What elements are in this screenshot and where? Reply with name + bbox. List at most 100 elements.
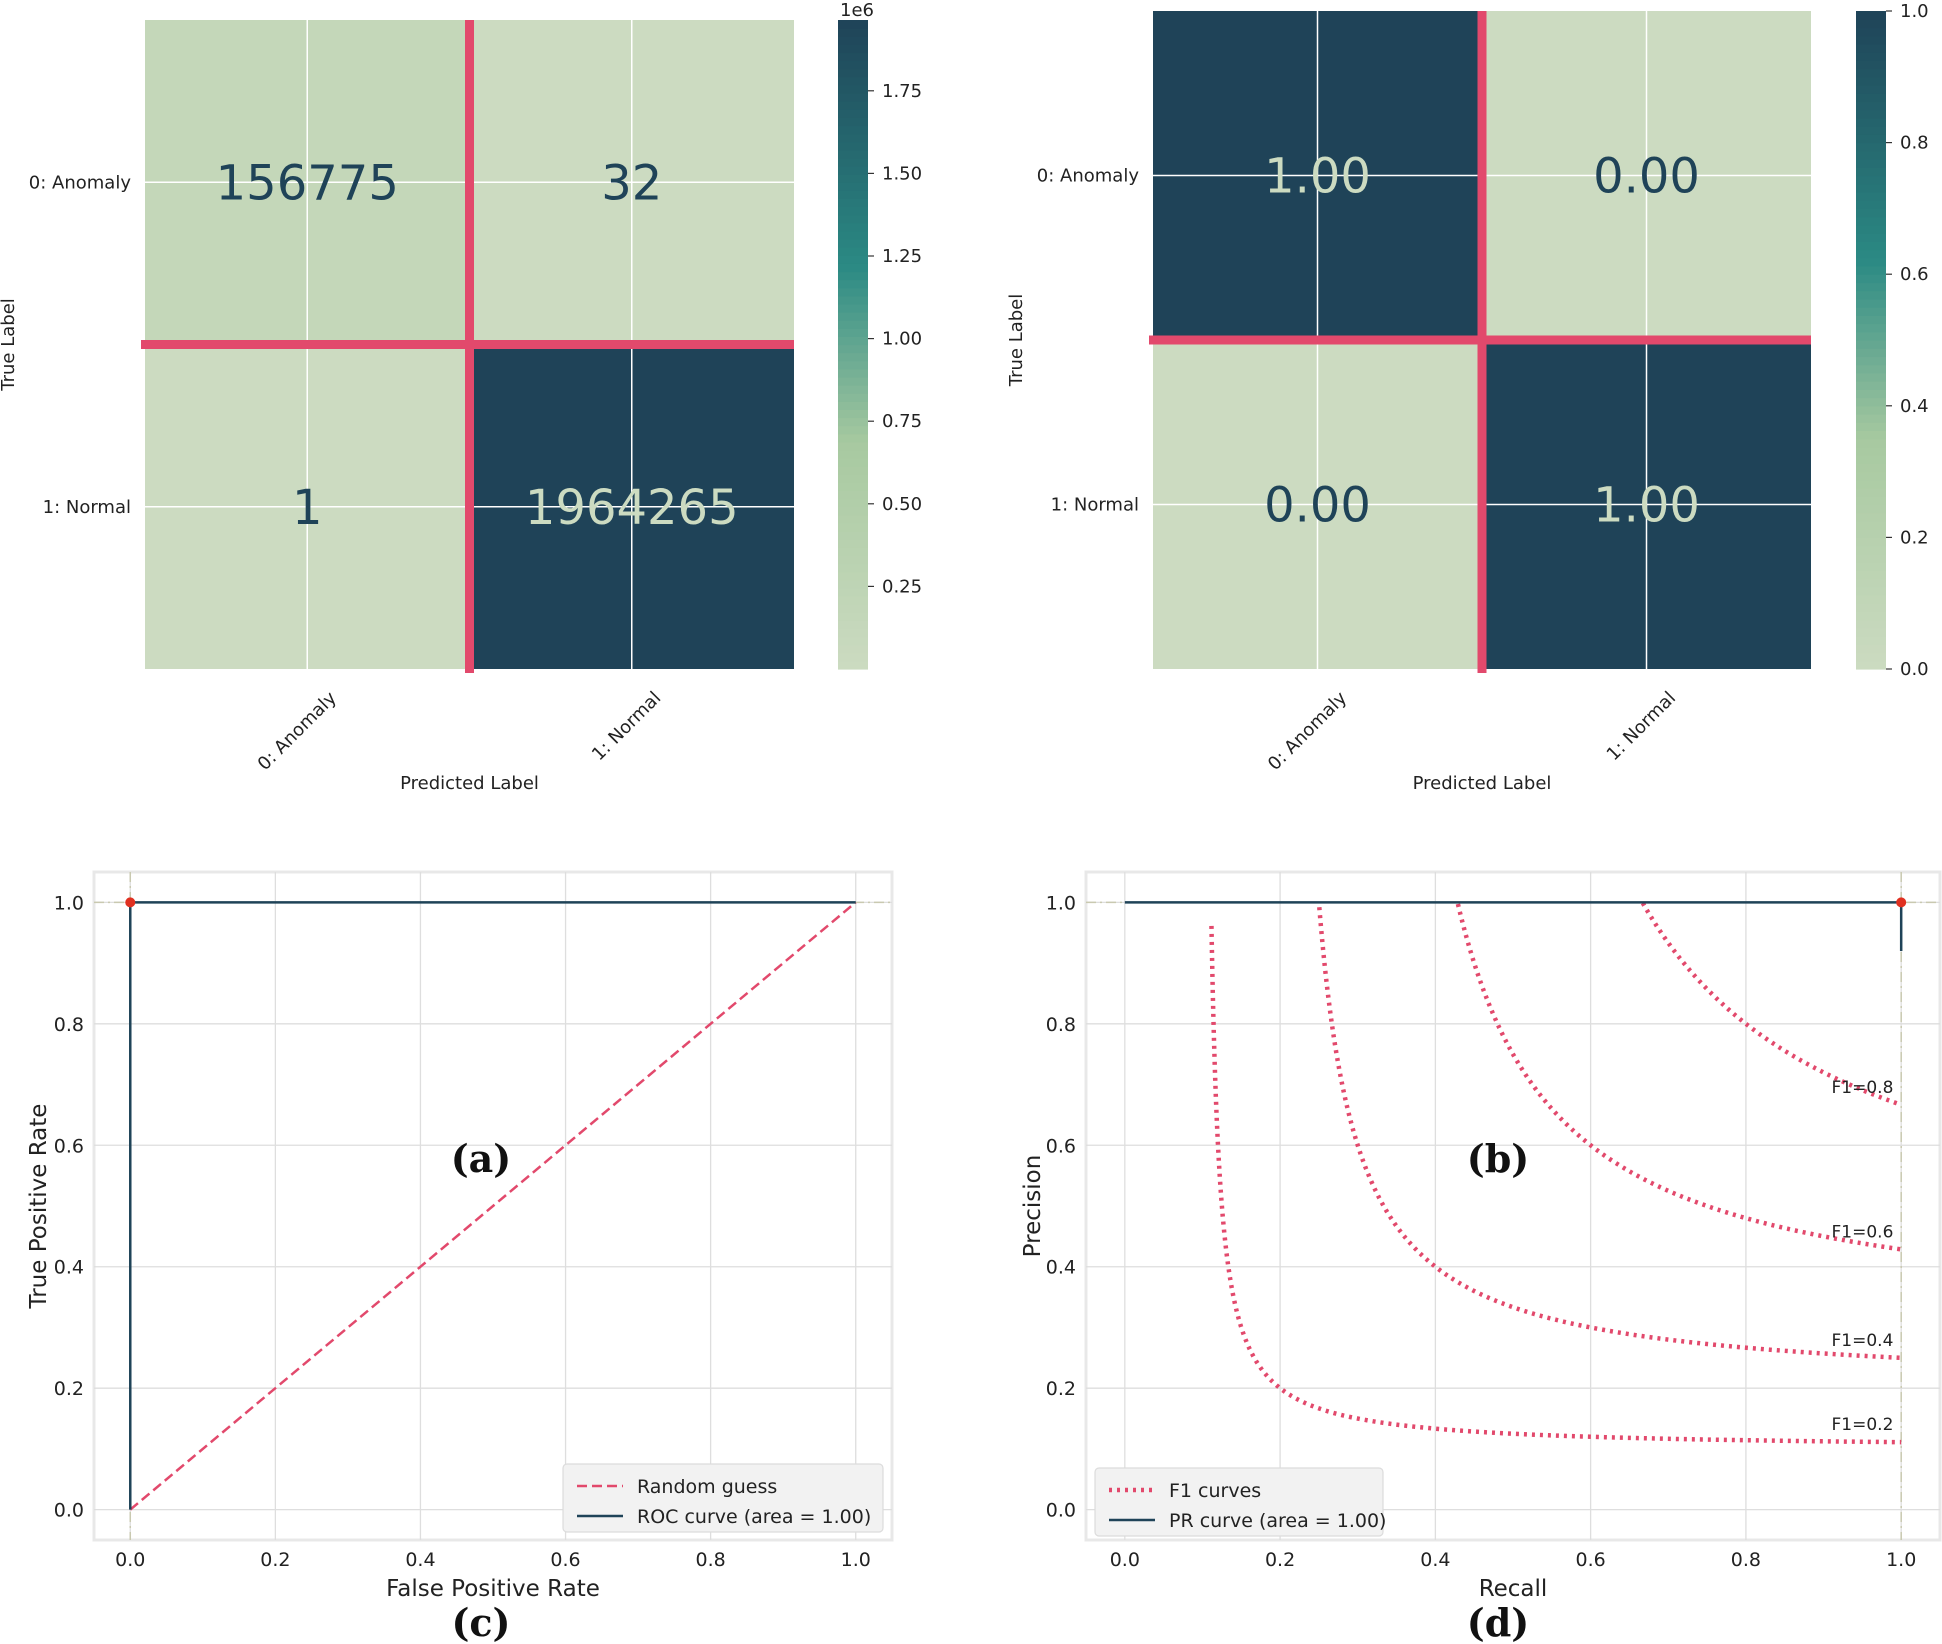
colorbar-segment (1856, 233, 1886, 242)
colorbar-segment (838, 425, 868, 435)
colorbar-segment (838, 166, 868, 175)
colorbar-segment (838, 230, 868, 240)
colorbar-segment (838, 555, 868, 565)
x-tick-label: 1: Normal (1603, 688, 1680, 765)
cell-value-label: 156775 (216, 155, 399, 211)
colorbar-segment (838, 409, 868, 419)
colorbar-segment (838, 612, 868, 621)
colorbar-segment (1856, 298, 1886, 308)
colorbar-segment (1856, 19, 1886, 29)
colorbar-segment (838, 76, 868, 86)
colorbar-segment (838, 320, 868, 329)
colorbar-segment (838, 312, 868, 321)
y-tick-label: 0.8 (1046, 1014, 1076, 1036)
colorbar-segment (1856, 200, 1886, 209)
y-axis-label: True Label (1006, 294, 1027, 388)
colorbar-segment (1856, 191, 1886, 201)
colorbar-segment (1856, 372, 1886, 382)
colorbar-segment (838, 149, 868, 159)
colorbar-segment (1856, 438, 1886, 448)
colorbar-segment (1856, 611, 1886, 621)
colorbar-segment (838, 125, 868, 135)
colorbar-segment (1856, 389, 1886, 399)
colorbar-segment (1856, 282, 1886, 292)
colorbar-segment (1856, 175, 1886, 185)
colorbar-segment (838, 93, 868, 102)
y-axis-label: True Positive Rate (26, 1104, 52, 1310)
x-axis-label: Predicted Label (400, 773, 539, 794)
colorbar-segment (838, 385, 868, 394)
legend-label: F1 curves (1169, 1480, 1261, 1502)
cell-value-label: 1.00 (1593, 478, 1700, 534)
panel-d-pr-curve: 0.0 0.0 0.2 0.2 0.4 0.4 0.6 0.6 0.8 0.8 1.0 1.0 F1=0… (1020, 870, 1942, 1602)
x-tick-label: 0.6 (550, 1549, 580, 1571)
x-tick-label: 0.4 (1420, 1549, 1450, 1571)
colorbar-segment (1856, 76, 1886, 86)
colorbar-segment (1856, 257, 1886, 267)
colorbar-segment (1856, 307, 1886, 316)
caption-b: (b) (1467, 1136, 1530, 1181)
colorbar-segment (1856, 323, 1886, 333)
colorbar-segment (838, 547, 868, 557)
legend-box (562, 1463, 884, 1533)
colorbar-tick-label: 0.4 (1900, 396, 1929, 417)
colorbar-segment (1856, 274, 1886, 284)
colorbar-segment (838, 368, 868, 378)
colorbar-segment (1856, 216, 1886, 226)
legend-label: ROC curve (area = 1.00) (637, 1506, 871, 1528)
colorbar-segment (1856, 43, 1886, 53)
colorbar-segment (1856, 520, 1886, 530)
colorbar-segment (1856, 35, 1886, 45)
x-axis-label: Recall (1479, 1576, 1548, 1602)
colorbar-segment (838, 174, 868, 183)
colorbar-segment (1856, 422, 1886, 432)
y-tick-label: 0: Anomaly (1037, 166, 1140, 187)
x-tick-label: 1.0 (1886, 1549, 1916, 1571)
x-tick-label: 1: Normal (588, 688, 665, 765)
colorbar-segment (1856, 101, 1886, 111)
colorbar-segment (1856, 652, 1886, 662)
x-tick-label: 0.8 (696, 1549, 726, 1571)
colorbar-segment (1856, 134, 1886, 144)
colorbar-segment (1856, 68, 1886, 78)
x-tick-label: 0.2 (1265, 1549, 1295, 1571)
y-tick-label: 1: Normal (43, 497, 131, 518)
colorbar-segment (1856, 85, 1886, 94)
random-guess-line (129, 901, 857, 1511)
colorbar-segment (838, 482, 868, 492)
colorbar-segment (838, 287, 868, 297)
colorbar-segment (838, 628, 868, 638)
colorbar-segment (1856, 117, 1886, 127)
colorbar-segment (838, 109, 868, 118)
colorbar-tick-label: 0.0 (1900, 659, 1929, 680)
colorbar-segment (1856, 60, 1886, 70)
colorbar-segment (1856, 405, 1886, 415)
colorbar-segment (838, 433, 868, 443)
colorbar-segment (838, 474, 868, 484)
f1-curve-label: F1=0.4 (1832, 1331, 1894, 1351)
x-axis-label: Predicted Label (1413, 773, 1552, 794)
colorbar-segment (838, 360, 868, 370)
colorbar-segment (838, 652, 868, 662)
colorbar-segment (1856, 27, 1886, 37)
colorbar-segment (1856, 241, 1886, 251)
colorbar-segment (1856, 290, 1886, 300)
colorbar-segment (838, 490, 868, 500)
x-tick-label: 1.0 (841, 1549, 871, 1571)
f1-curve (1640, 901, 1902, 1107)
colorbar-segment (1856, 224, 1886, 234)
colorbar-segment (1856, 488, 1886, 497)
x-tick-label: 0: Anomaly (1264, 687, 1351, 774)
x-tick-label: 0.0 (1110, 1549, 1140, 1571)
colorbar-segment (838, 84, 868, 94)
colorbar-segment (838, 239, 868, 248)
f1-curve-label: F1=0.6 (1832, 1222, 1894, 1242)
colorbar-segment (1856, 126, 1886, 135)
colorbar-segment (838, 344, 868, 354)
colorbar-segment (1856, 364, 1886, 374)
colorbar-segment (1856, 265, 1886, 275)
colorbar-segment (838, 522, 868, 532)
caption-c: (c) (451, 1600, 510, 1644)
colorbar-segment (838, 539, 868, 548)
